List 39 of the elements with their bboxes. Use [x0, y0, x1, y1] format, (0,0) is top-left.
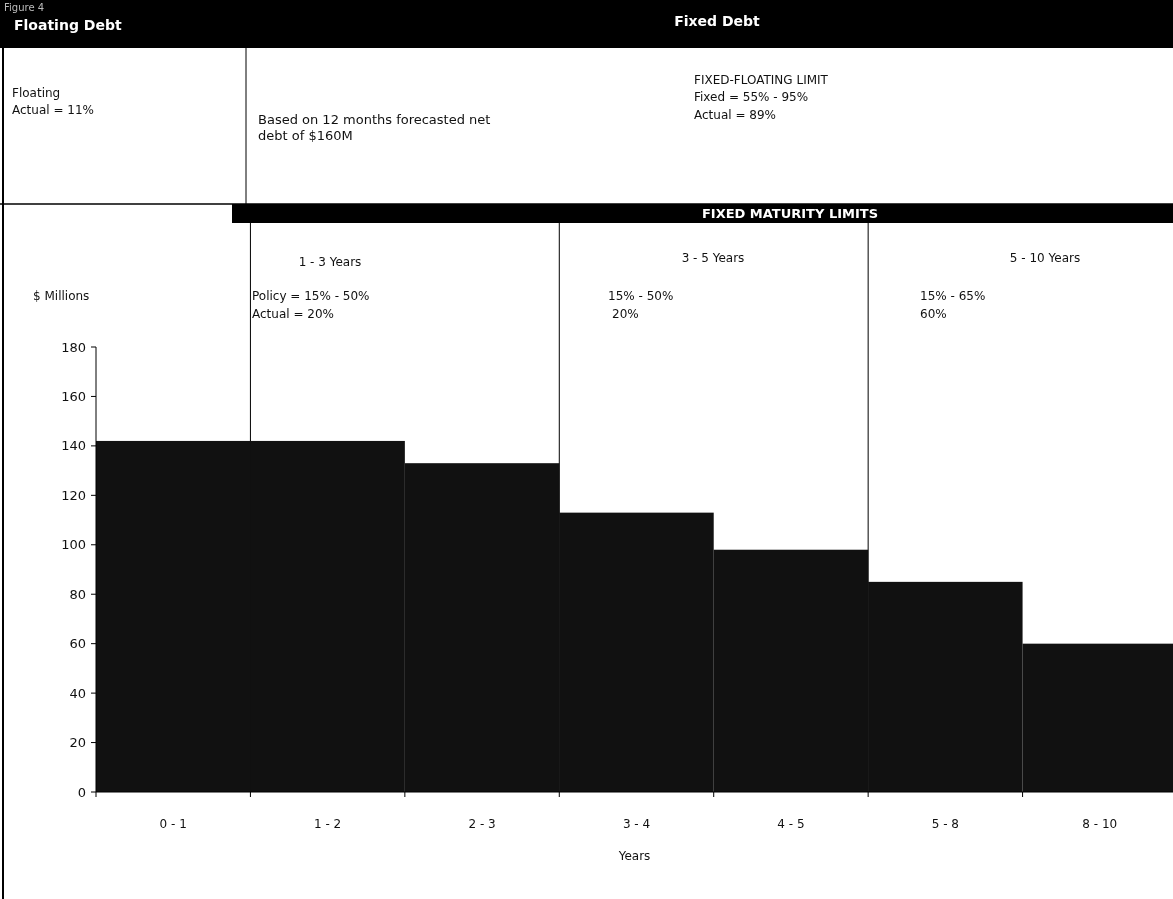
y-tick-label: 100 — [61, 537, 86, 553]
y-tick-label: 180 — [61, 339, 86, 355]
y-tick-label: 20 — [69, 735, 86, 751]
text: 15% - 65% — [920, 289, 986, 303]
text: 60% — [920, 307, 947, 321]
text: Actual = 20% — [252, 307, 334, 321]
text: 5 - 10 Years — [1009, 251, 1081, 265]
text: Based on 12 months forecasted net — [258, 112, 491, 127]
y-tick-label: 80 — [69, 586, 86, 602]
x-tick-label: 8 - 10 — [1082, 817, 1118, 831]
text: debt of $160M — [258, 128, 353, 143]
text: Fixed Debt — [674, 13, 761, 29]
x-tick-label: 0 - 1 — [159, 817, 187, 831]
x-axis-title: Years — [617, 849, 651, 863]
text: FIXED-FLOATING LIMIT — [694, 73, 829, 87]
text: 3 - 5 Years — [681, 251, 745, 265]
y-tick-label: 0 — [77, 784, 86, 800]
text: Fixed = 55% - 95% — [694, 90, 809, 104]
x-tick-label: 4 - 5 — [777, 817, 805, 831]
text: Policy = 15% - 50% — [252, 289, 370, 303]
chart-title: Figure 4 — [4, 2, 45, 13]
y-tick-label: 40 — [69, 685, 86, 701]
y-tick-label: 160 — [61, 388, 86, 404]
text: 1 - 3 Years — [298, 255, 362, 269]
y-tick-label: 120 — [61, 487, 86, 503]
text: 15% - 50% — [608, 289, 674, 303]
text: Actual = 89% — [694, 108, 776, 122]
text: Floating Debt — [14, 17, 122, 33]
x-tick-label: 1 - 2 — [314, 817, 342, 831]
x-tick-label: 3 - 4 — [622, 817, 651, 831]
text: FIXED MATURITY LIMITS — [701, 206, 879, 221]
x-tick-label: 5 - 8 — [931, 817, 959, 831]
text: Floating — [12, 86, 61, 100]
y-tick-label: 140 — [61, 438, 86, 454]
y-tick-label: 60 — [69, 636, 86, 652]
y-axis-title: $ Millions — [33, 289, 90, 303]
text: 20% — [612, 307, 639, 321]
text: Actual = 11% — [12, 103, 94, 117]
x-tick-label: 2 - 3 — [468, 817, 496, 831]
